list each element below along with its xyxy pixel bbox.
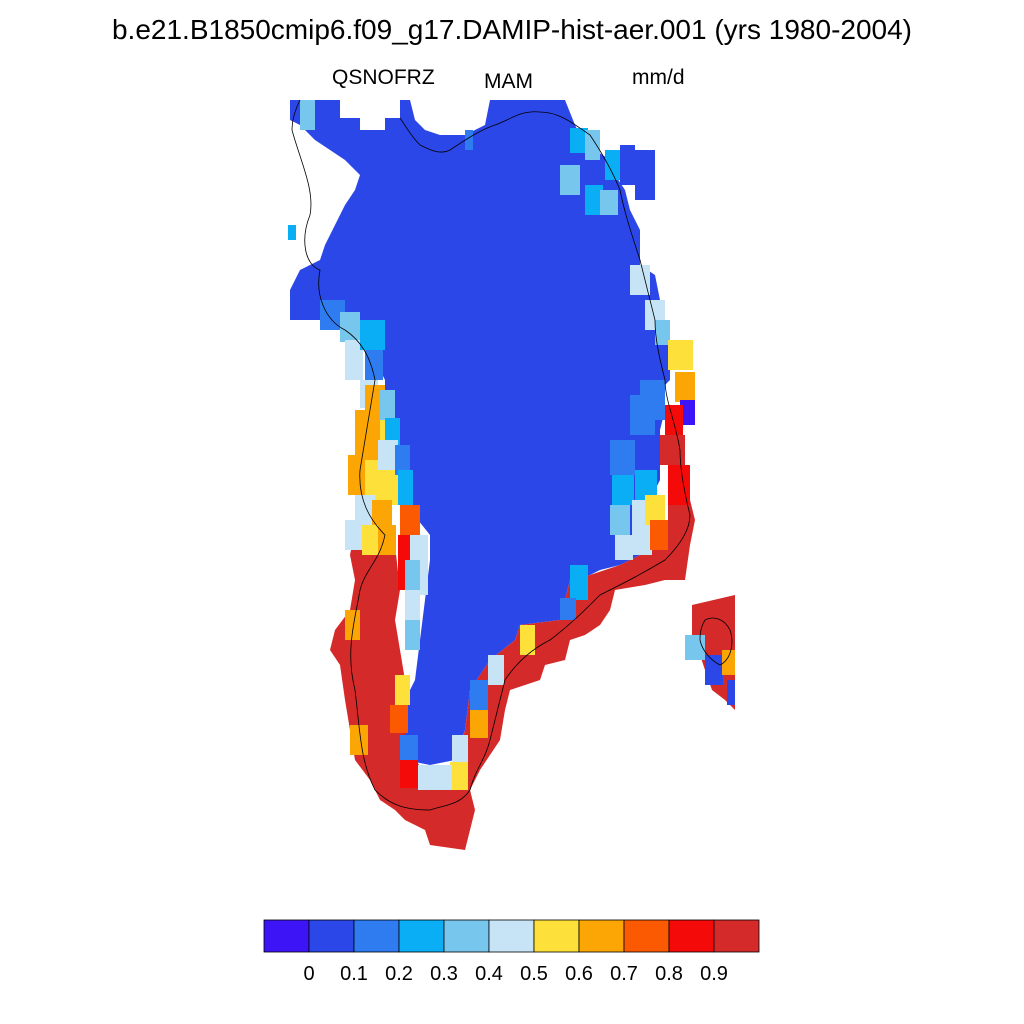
colorbar-tick-label: 0.9 [700,963,728,985]
colorbar-tick-label: 0.7 [610,963,638,985]
colorbar-swatch [533,919,580,953]
colorbar-tick-label: 0.5 [520,963,548,985]
colorbar-swatch [713,919,760,953]
colorbar-swatch [578,919,625,953]
iceland-island [685,595,735,710]
colorbar-swatch [488,919,535,953]
colorbar-swatch [353,919,400,953]
colorbar-swatch [308,919,355,953]
season-label: MAM [484,70,533,93]
ice-interior [290,100,670,765]
colorbar-swatch [668,919,715,953]
west-coast-cells [288,100,428,755]
colorbar-tick-label: 0.6 [565,963,593,985]
figure-title: b.e21.B1850cmip6.f09_g17.DAMIP-hist-aer.… [111,14,913,45]
colorbar [263,919,760,953]
colorbar-swatch [398,919,445,953]
colorbar-tick-label: 0.8 [655,963,683,985]
east-coast-cells [400,265,695,790]
colorbar-tick-label: 0.2 [385,963,413,985]
colorbar-labels: 0 0.1 0.2 0.3 0.4 0.5 0.6 0.7 0.8 0.9 [303,963,727,985]
colorbar-tick-label: 0.1 [340,963,368,985]
colorbar-tick-label: 0.3 [430,963,458,985]
northeast-coast-cells [465,128,655,215]
colorbar-swatch [443,919,490,953]
colorbar-swatch [263,919,310,953]
coastline [291,99,733,811]
colorbar-swatch [623,919,670,953]
units-label: mm/d [632,66,685,89]
variable-label: QSNOFRZ [332,66,435,89]
colorbar-tick-label: 0 [303,963,314,985]
colorbar-tick-label: 0.4 [475,963,503,985]
coastal-melt-band [330,500,695,850]
